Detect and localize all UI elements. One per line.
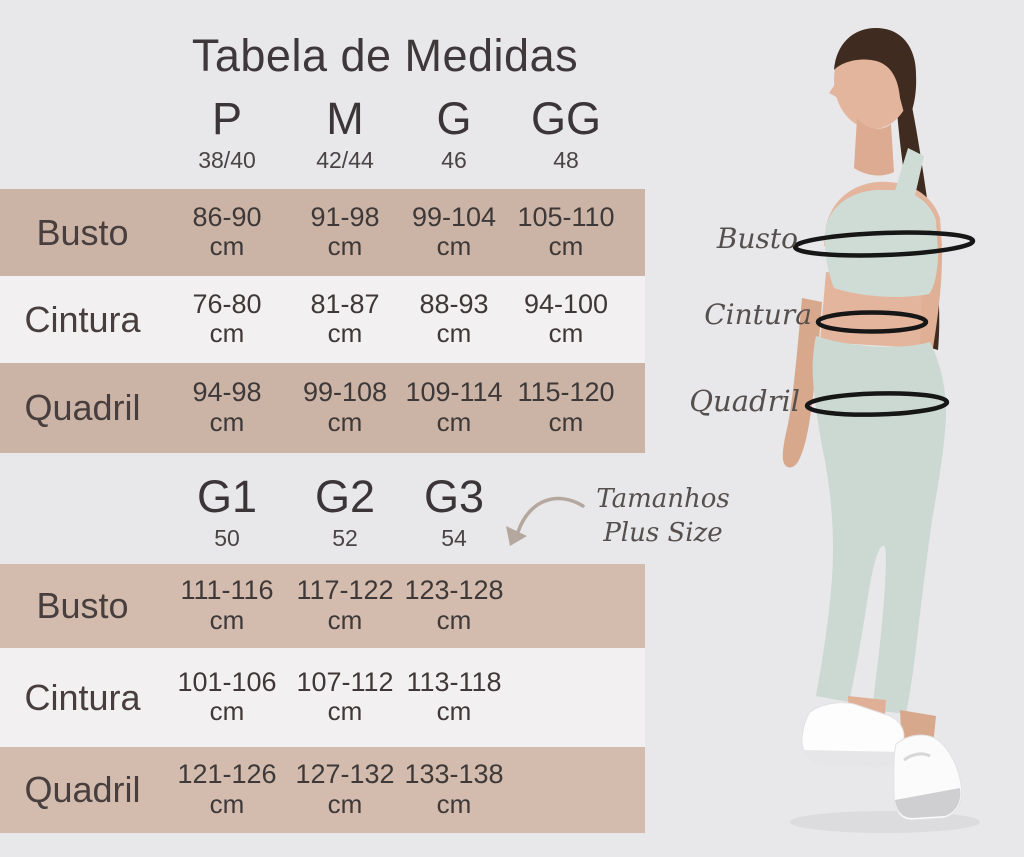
plus-size-note-line2: Plus Size (603, 518, 723, 548)
row-label: Cintura (24, 298, 141, 340)
sports-bra (824, 190, 938, 297)
size-col-g1: G1 50 (165, 474, 289, 556)
table-row-busto-plus: Busto 111-116 cm 117-122 cm 123-128 cm (0, 564, 645, 648)
row-label: Quadril (24, 387, 141, 428)
table-row-cintura-standard: Cintura 76-80 cm 81-87 cm 88-93 cm 94-100 cm (0, 276, 645, 363)
size-value-cell: 81-87 cm (310, 288, 380, 349)
nose (829, 80, 840, 99)
size-value-cell: 117-122 cm (296, 575, 394, 635)
neck (854, 118, 894, 176)
leggings (812, 336, 947, 714)
table-row-quadril-standard: Quadril 94-98 cm 99-108 cm 109-114 cm 115-1… (0, 363, 645, 453)
size-value-cell: 121-126 cm (177, 759, 277, 819)
shoe-lace (903, 752, 931, 762)
plus-size-note-line1: Tamanhos (596, 484, 730, 514)
hair-top (834, 28, 917, 124)
figure-label-cintura: Cintura (704, 298, 812, 331)
table-row-busto-standard: Busto 86-90 cm 91-98 cm 99-104 cm 105-110 cm (0, 189, 645, 276)
size-value-cell: 88-93 cm (419, 288, 489, 349)
bust-measure-ring (792, 230, 976, 258)
size-number: 50 (214, 525, 240, 551)
size-value-cell: 94-98 cm (192, 377, 262, 437)
row-label: Quadril (24, 769, 141, 810)
size-col-g: G 46 (401, 96, 507, 178)
size-number: 46 (441, 147, 467, 173)
front-sole (803, 750, 901, 768)
size-letter: G3 (423, 471, 485, 522)
row-label: Busto (36, 211, 129, 253)
size-value-cell: 133-138 cm (404, 759, 504, 819)
size-letter: M (326, 93, 364, 144)
size-letter: G (436, 93, 472, 144)
size-number: 54 (441, 525, 467, 551)
size-letter: P (211, 93, 242, 144)
size-value-cell: 99-104 cm (411, 201, 497, 262)
bra-strap (894, 148, 924, 200)
size-number: 52 (332, 525, 358, 551)
size-value-cell: 115-120 cm (517, 377, 615, 437)
curved-arrow-icon (506, 496, 585, 546)
size-col-gg: GG 48 (507, 96, 625, 178)
table-row-cintura-plus: Cintura 101-106 cm 107-112 cm 113-118 cm (0, 648, 645, 747)
figure-label-busto: Busto (716, 222, 798, 255)
size-value-cell: 123-128 cm (404, 575, 504, 635)
size-value-cell: 91-98 cm (310, 201, 380, 262)
size-letter: G1 (196, 471, 258, 522)
figure-label-quadril: Quadril (689, 384, 800, 418)
page-title: Tabela de Medidas (191, 30, 579, 81)
size-value-cell: 99-108 cm (302, 377, 388, 437)
size-value-cell: 101-106 cm (177, 666, 277, 727)
row-label: Cintura (24, 676, 141, 718)
waist-measure-ring (815, 310, 929, 334)
size-value-cell: 109-114 cm (405, 377, 503, 437)
size-col-g3: G3 54 (401, 474, 507, 556)
plus-size-note: Tamanhos Plus Size (588, 482, 738, 550)
size-value-cell: 76-80 cm (192, 288, 262, 349)
size-header-plus: G1 50 G2 52 G3 54 (0, 474, 645, 556)
back-sole (895, 788, 961, 818)
table-row-quadril-plus: Quadril 121-126 cm 127-132 cm 133-138 cm (0, 747, 645, 833)
size-col-p: P 38/40 (165, 96, 289, 178)
hip-measure-ring (804, 391, 950, 417)
size-number: 38/40 (198, 147, 256, 173)
size-value-cell: 113-118 cm (406, 666, 502, 727)
size-value-cell: 94-100 cm (523, 288, 609, 349)
size-col-m: M 42/44 (289, 96, 401, 178)
size-value-cell: 86-90 cm (192, 201, 262, 262)
size-letter: GG (530, 93, 601, 144)
size-value-cell: 107-112 cm (296, 666, 394, 727)
size-value-cell: 111-116 cm (180, 575, 274, 635)
row-label: Busto (36, 585, 129, 626)
size-number: 48 (553, 147, 579, 173)
size-number: 42/44 (316, 147, 374, 173)
size-value-cell: 127-132 cm (295, 759, 395, 819)
far-forearm (782, 298, 822, 468)
size-letter: G2 (314, 471, 376, 522)
size-header-standard: P 38/40 M 42/44 G 46 GG 48 (0, 96, 645, 178)
size-col-g2: G2 52 (289, 474, 401, 556)
size-value-cell: 105-110 cm (517, 201, 615, 262)
model-photo (782, 28, 980, 833)
